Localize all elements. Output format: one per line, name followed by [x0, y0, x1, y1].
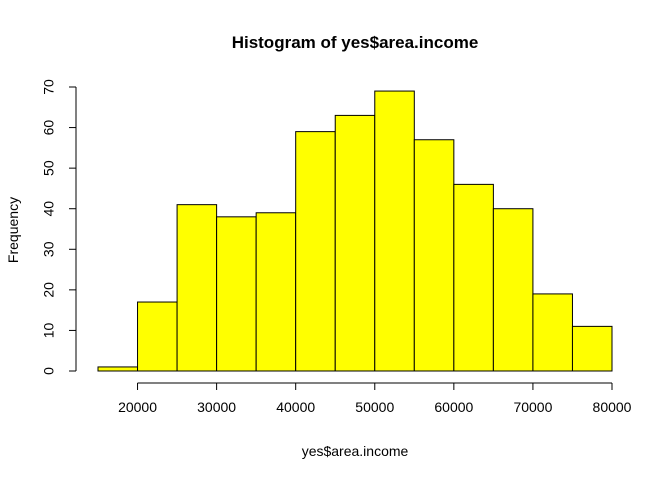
histogram-bar — [453, 183, 494, 372]
histogram-bar — [532, 293, 573, 372]
histogram-bar — [413, 139, 455, 372]
y-tick-label: 40 — [41, 201, 57, 217]
histogram-bar — [374, 90, 415, 372]
x-axis: 20000 30000 40000 50000 60000 70000 80000 — [118, 382, 632, 415]
histogram-bar — [334, 114, 376, 372]
x-axis-label: yes$area.income — [302, 443, 409, 459]
y-tick-label: 60 — [41, 120, 57, 136]
x-tick-label: 70000 — [513, 399, 552, 415]
x-tick-label: 80000 — [593, 399, 632, 415]
histogram-bar — [176, 204, 218, 372]
bars-group — [97, 90, 613, 372]
histogram-bar — [571, 325, 613, 372]
x-tick-label: 50000 — [355, 399, 394, 415]
y-axis-label: Frequency — [5, 197, 21, 263]
histogram-bar — [97, 366, 139, 372]
y-tick-label: 50 — [41, 160, 57, 176]
histogram-bar — [492, 208, 534, 372]
y-tick-label: 70 — [41, 79, 57, 95]
histogram-bar — [255, 212, 297, 372]
histogram-bar — [216, 216, 257, 372]
histogram-bar — [137, 301, 178, 372]
y-axis: 0 10 20 30 40 50 60 70 — [41, 79, 77, 375]
y-tick-label: 20 — [41, 282, 57, 298]
chart-title: Histogram of yes$area.income — [232, 33, 479, 52]
histogram-bar — [295, 131, 336, 372]
x-tick-label: 40000 — [276, 399, 315, 415]
y-tick-label: 30 — [41, 241, 57, 257]
y-tick-label: 0 — [41, 367, 57, 375]
x-tick-label: 60000 — [434, 399, 473, 415]
x-tick-label: 20000 — [118, 399, 157, 415]
x-tick-label: 30000 — [197, 399, 236, 415]
y-tick-label: 10 — [41, 322, 57, 338]
